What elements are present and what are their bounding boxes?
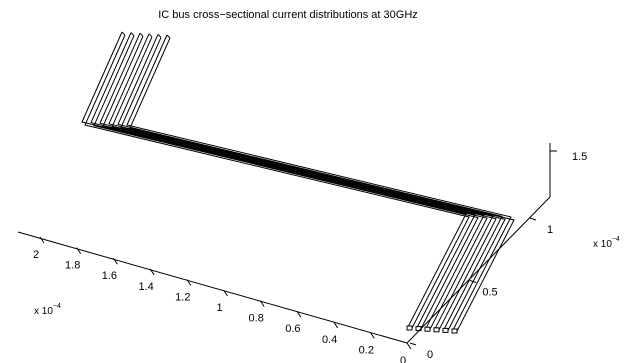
chart-title: IC bus cross−sectional current distribut… [158,9,418,21]
right-axis-scale-exponent: −4 [612,236,620,243]
right-axis-scale-base: x 10 [593,239,612,250]
right-axis-line [406,196,551,344]
left-axis-tick [76,247,82,254]
conductor-top-edge [90,32,476,328]
left-axis-scale-base: x 10 [34,306,53,317]
conductor-end-cap [148,33,153,38]
left-axis-tick [259,300,265,307]
right-axis-tick [469,280,477,283]
conductor-end-face [424,326,431,332]
left-axis-tick-label: 0.6 [285,323,300,335]
conductor-end-cap [130,32,135,36]
conductor-side-edge [111,36,497,333]
right-axis-scale-label: x 10−4 [593,236,620,250]
vertical-axis: 1.5 [549,143,587,197]
left-axis-scale-exponent: −4 [53,303,61,310]
conductor-top-edge [81,31,467,328]
left-axis-tick-label: 0.4 [322,334,337,346]
left-axis-tick [333,321,339,329]
left-axis-tick [223,289,228,297]
conductor-side-edge [102,35,488,332]
conductor-side-edge [120,37,506,333]
left-axis-tick [406,342,412,350]
left-axis-tick [296,310,302,318]
conductor-top-edge [126,34,512,331]
left-axis-tick-label: 1 [216,302,222,314]
left-axis-tick [369,332,375,339]
bus-conductors [81,31,515,334]
conductor-end-face [406,325,413,331]
left-axis-tick-label: 0.8 [249,313,264,325]
bus-conductor [108,33,497,333]
right-axis-tick-label: 0 [427,349,433,361]
left-axis-tick-label: 0 [400,355,406,363]
left-axis-tick-label: 1.4 [138,281,153,293]
left-axis-tick-label: 1.8 [65,260,80,272]
right-axis-tick-label: 0.5 [482,287,497,299]
vertical-axis-tick-label: 1.5 [572,151,587,163]
left-axis-tick-label: 0.2 [359,344,374,356]
left-axis-tick-label: 2 [33,249,39,261]
conductor-end-face [442,327,449,333]
conductor-end-cap [139,32,144,37]
conductor-side-edge [93,35,479,331]
bus-conductor [99,32,488,332]
conductor-top-edge [108,33,494,330]
left-axis-line [17,231,408,344]
bus-conductor [81,31,470,331]
left-axis-tick-label: 1.2 [175,291,190,303]
bus-conductor [117,34,506,333]
left-axis-scale-label: x 10−4 [34,303,61,317]
conductor-end-face [451,328,458,334]
bus-conductor [126,34,515,334]
left-axis-tick [39,236,45,244]
left-axis-tick [149,268,155,276]
right-axis: 00.51 [406,196,553,361]
conductor-end-cap [157,34,162,38]
right-axis-tick-label: 1 [547,224,553,236]
left-axis-tick-label: 1.6 [102,270,117,282]
conductor-end-cap [121,31,126,36]
conductor-top-edge [117,34,503,330]
conductor-end-cap [166,34,171,39]
conductor-side-edge [129,37,515,334]
right-axis-tick [529,217,537,221]
right-axis-tick [409,342,417,346]
conductor-end-face [433,327,440,333]
left-axis-tick [186,279,192,286]
left-axis-tick [112,257,118,265]
left-axis: 0 0.2 0.4 0.6 0.8 1 1.2 1.4 1.6 1.8 2 [17,231,412,363]
conductor-side-edge [84,34,470,331]
conductor-top-edge [99,32,485,329]
